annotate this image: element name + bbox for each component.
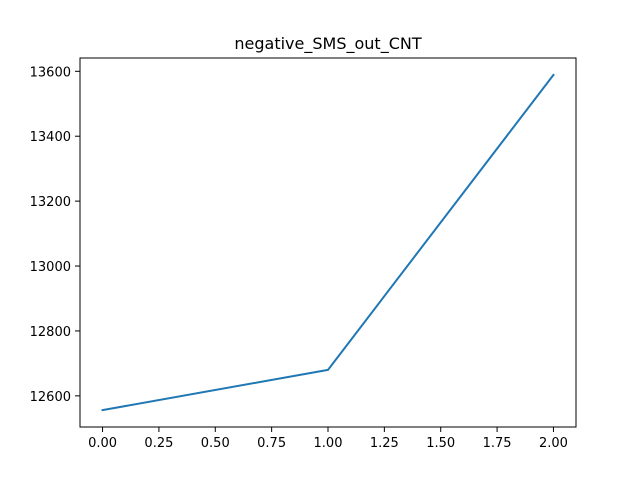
x-tick-label: 0.75 xyxy=(257,436,286,451)
y-tick-label: 13200 xyxy=(30,195,71,210)
series-line-0 xyxy=(101,73,555,412)
chart-title: negative_SMS_out_CNT xyxy=(234,34,421,54)
x-tick-label: 1.50 xyxy=(426,436,455,451)
y-tick-label: 13600 xyxy=(30,65,71,80)
x-tick-label: 1.75 xyxy=(483,436,512,451)
x-tick-label: 0.25 xyxy=(144,436,173,451)
x-axis: 0.00 0.25 0.50 0.75 1.00 1.25 1.50 1.75 2.00 xyxy=(88,427,568,451)
y-tick-label: 12600 xyxy=(30,390,71,405)
y-tick-label: 12800 xyxy=(30,325,71,340)
plot-area xyxy=(101,73,555,412)
x-tick-label: 1.00 xyxy=(314,436,343,451)
y-tick-label: 13400 xyxy=(30,130,71,145)
x-tick-label: 0.00 xyxy=(88,436,117,451)
x-tick-label: 0.50 xyxy=(201,436,230,451)
y-axis: 12600 12800 13000 13200 13400 13600 xyxy=(30,65,80,405)
y-tick-label: 13000 xyxy=(30,260,71,275)
x-tick-label: 1.25 xyxy=(370,436,399,451)
x-tick-label: 2.00 xyxy=(539,436,568,451)
